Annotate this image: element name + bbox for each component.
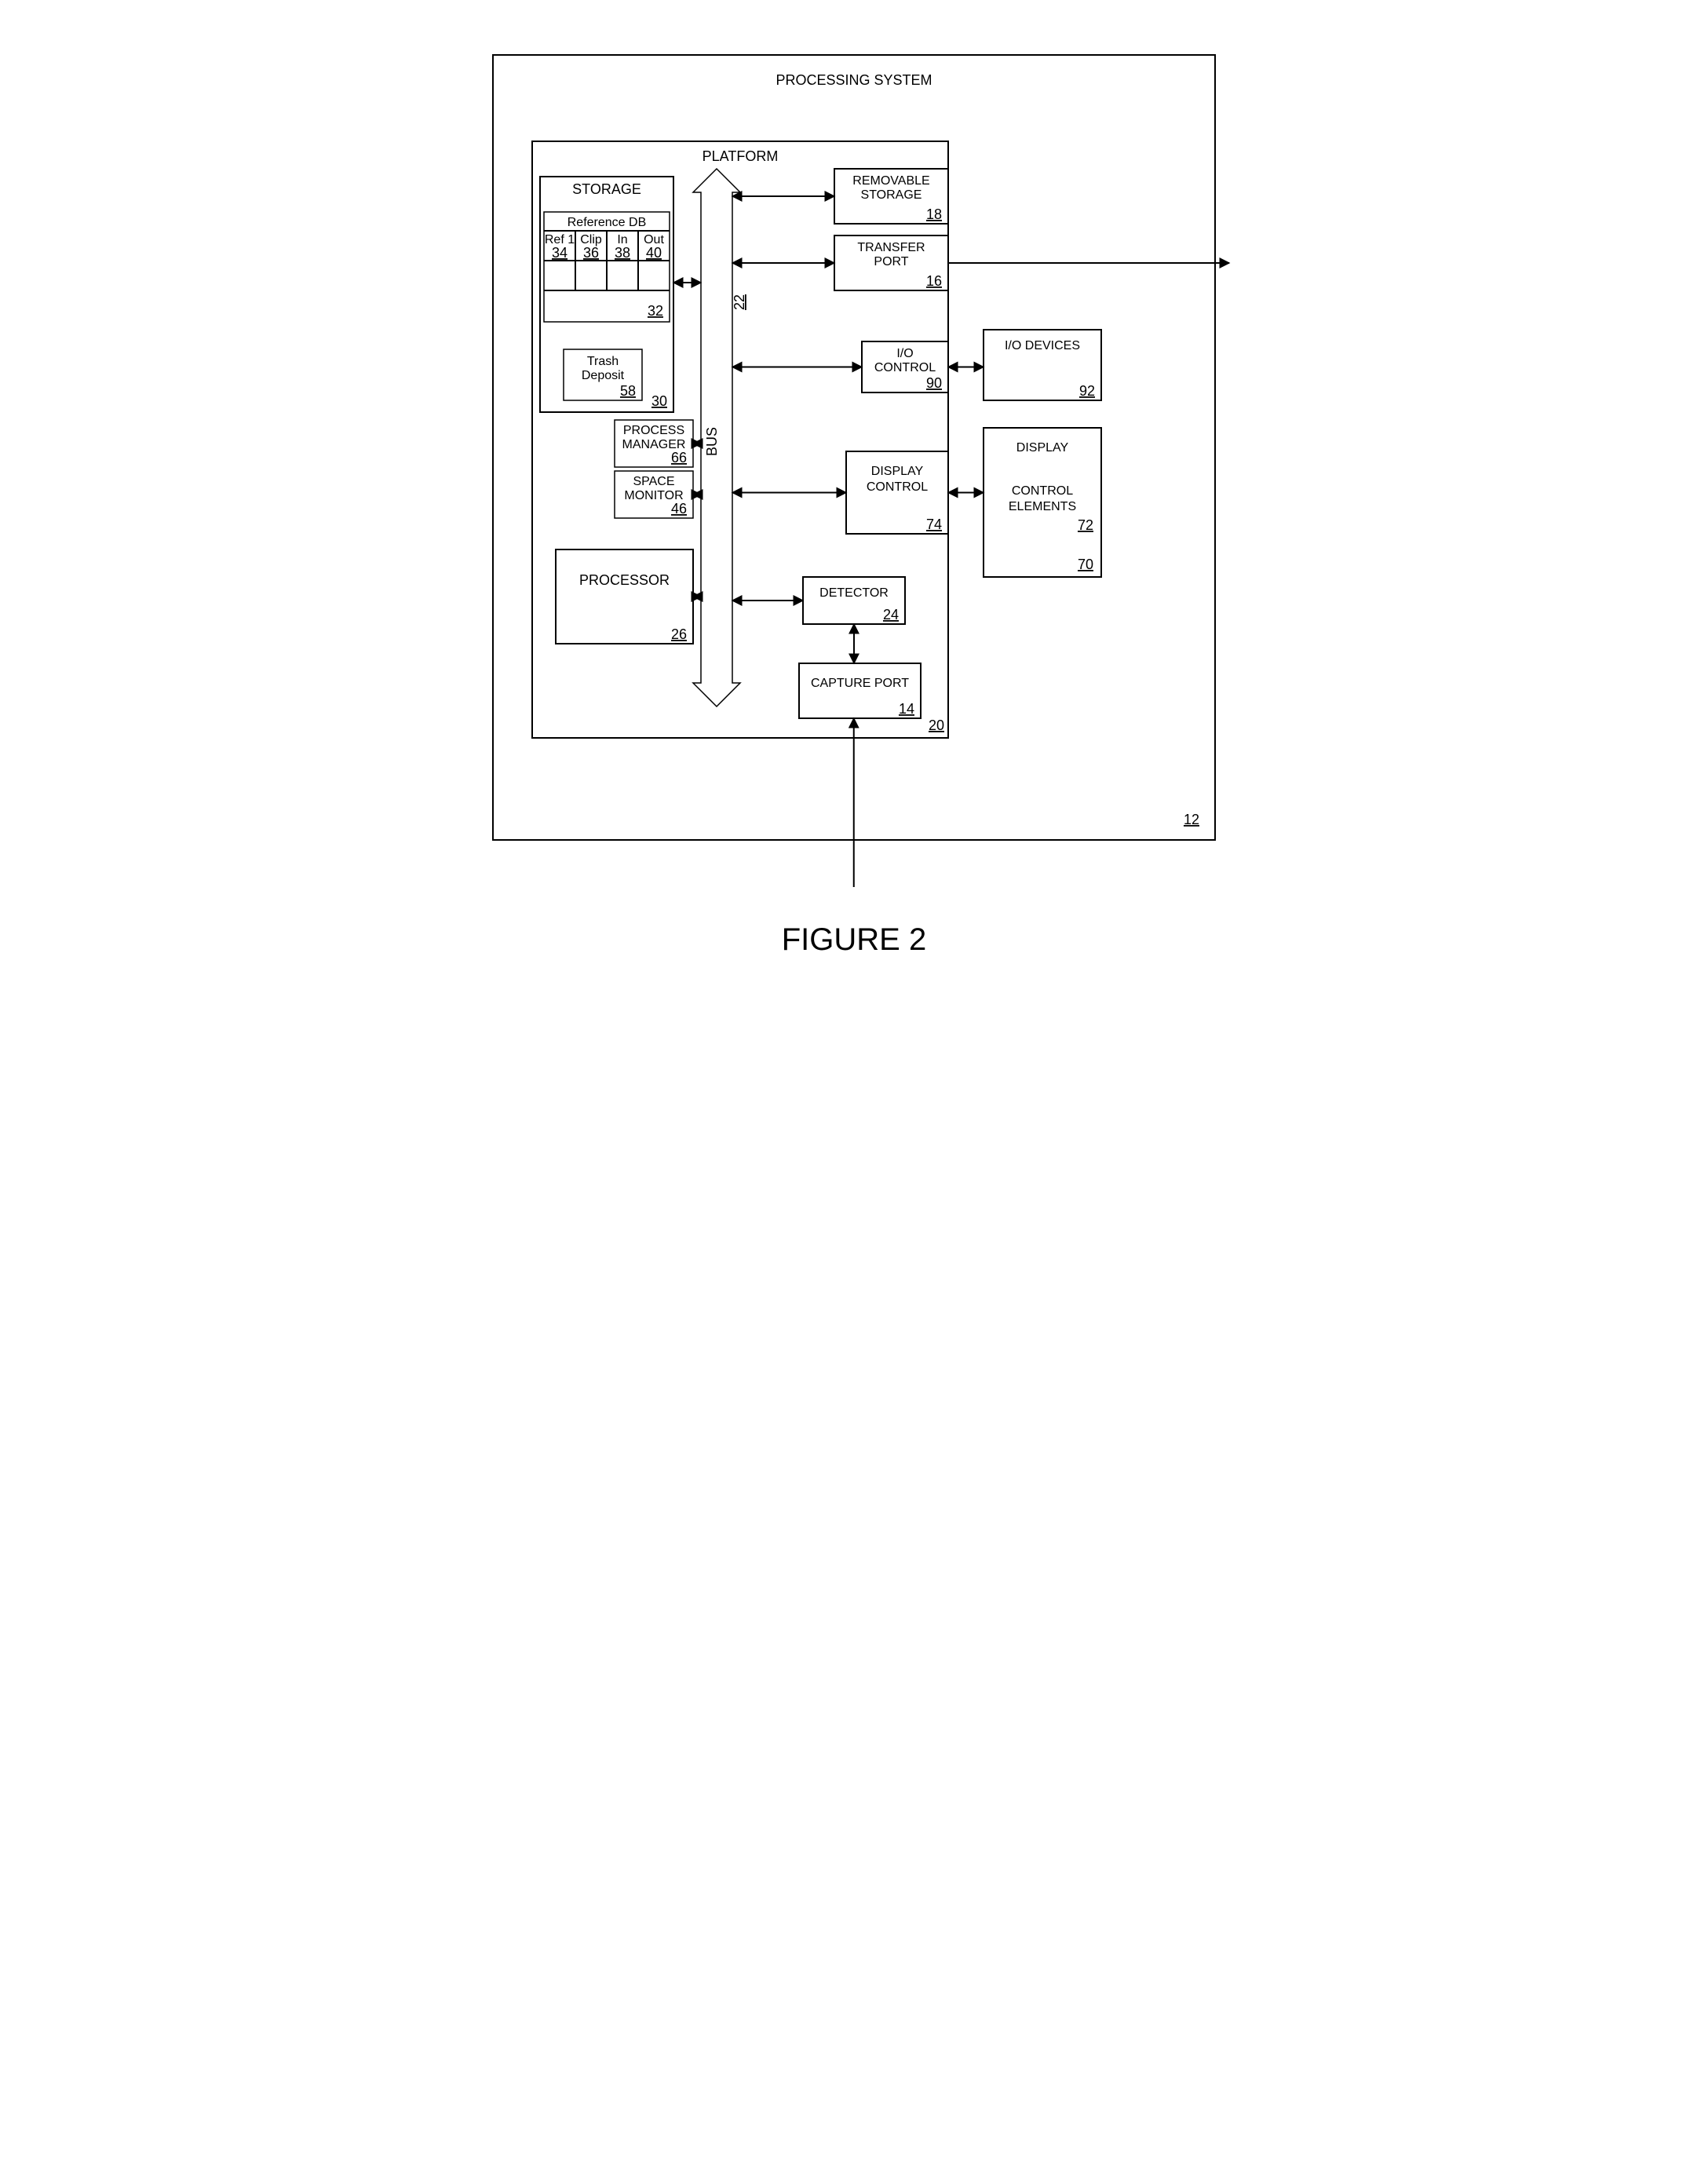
dc-ref: 74 <box>926 517 942 532</box>
trash-l1: Trash <box>587 355 619 368</box>
reference-db-title: Reference DB <box>568 216 647 229</box>
sm-ref: 46 <box>671 501 687 517</box>
disp-ref: 70 <box>1078 557 1093 572</box>
disp-l3: ELEMENTS <box>1009 500 1076 513</box>
processing-system-title: PROCESSING SYSTEM <box>776 72 932 88</box>
det-l1: DETECTOR <box>819 586 889 600</box>
db-col-ref-2: 38 <box>615 245 630 261</box>
bus-ref: 22 <box>732 294 747 310</box>
db-col-ref-0: 34 <box>552 245 568 261</box>
storage-group: STORAGE 30 Reference DB 32 Ref 134Clip36… <box>540 177 673 412</box>
dc-l2: CONTROL <box>867 480 928 494</box>
trash-ref: 58 <box>620 383 636 399</box>
tp-ref: 16 <box>926 273 942 289</box>
proc-l1: PROCESSOR <box>579 572 670 588</box>
db-col-ref-1: 36 <box>583 245 599 261</box>
disp-l2: CONTROL <box>1012 484 1073 498</box>
reference-db-ref: 32 <box>648 303 663 319</box>
db-col-ref-3: 40 <box>646 245 662 261</box>
sm-l1: SPACE <box>633 475 674 488</box>
iod-l1: I/O DEVICES <box>1005 339 1080 352</box>
det-ref: 24 <box>883 607 899 622</box>
ioc-ref: 90 <box>926 375 942 391</box>
ioc-l1: I/O <box>896 347 913 360</box>
figure-label: FIGURE 2 <box>782 922 926 957</box>
rs-l1: REMOVABLE <box>852 174 929 188</box>
cap-l1: CAPTURE PORT <box>811 677 909 690</box>
cap-ref: 14 <box>899 701 914 717</box>
diagram-canvas: PROCESSING SYSTEM 12 PLATFORM 20 BUS 22 … <box>462 0 1246 1000</box>
bus-label: BUS <box>704 427 720 456</box>
ioc-l2: CONTROL <box>874 361 936 374</box>
tp-l2: PORT <box>874 255 908 268</box>
platform-ref: 20 <box>929 717 944 733</box>
disp-ref-inner: 72 <box>1078 517 1093 533</box>
storage-ref: 30 <box>651 393 667 409</box>
platform-title: PLATFORM <box>703 148 779 164</box>
dc-l1: DISPLAY <box>871 465 924 478</box>
iod-ref: 92 <box>1079 383 1095 399</box>
storage-title: STORAGE <box>572 181 641 197</box>
trash-l2: Deposit <box>582 369 625 382</box>
rs-l2: STORAGE <box>861 188 922 202</box>
tp-l1: TRANSFER <box>857 241 925 254</box>
proc-ref: 26 <box>671 626 687 642</box>
processing-system-ref: 12 <box>1184 812 1199 827</box>
pm-l1: PROCESS <box>623 424 684 437</box>
rs-ref: 18 <box>926 206 942 222</box>
disp-l1: DISPLAY <box>1016 441 1069 455</box>
pm-ref: 66 <box>671 450 687 466</box>
